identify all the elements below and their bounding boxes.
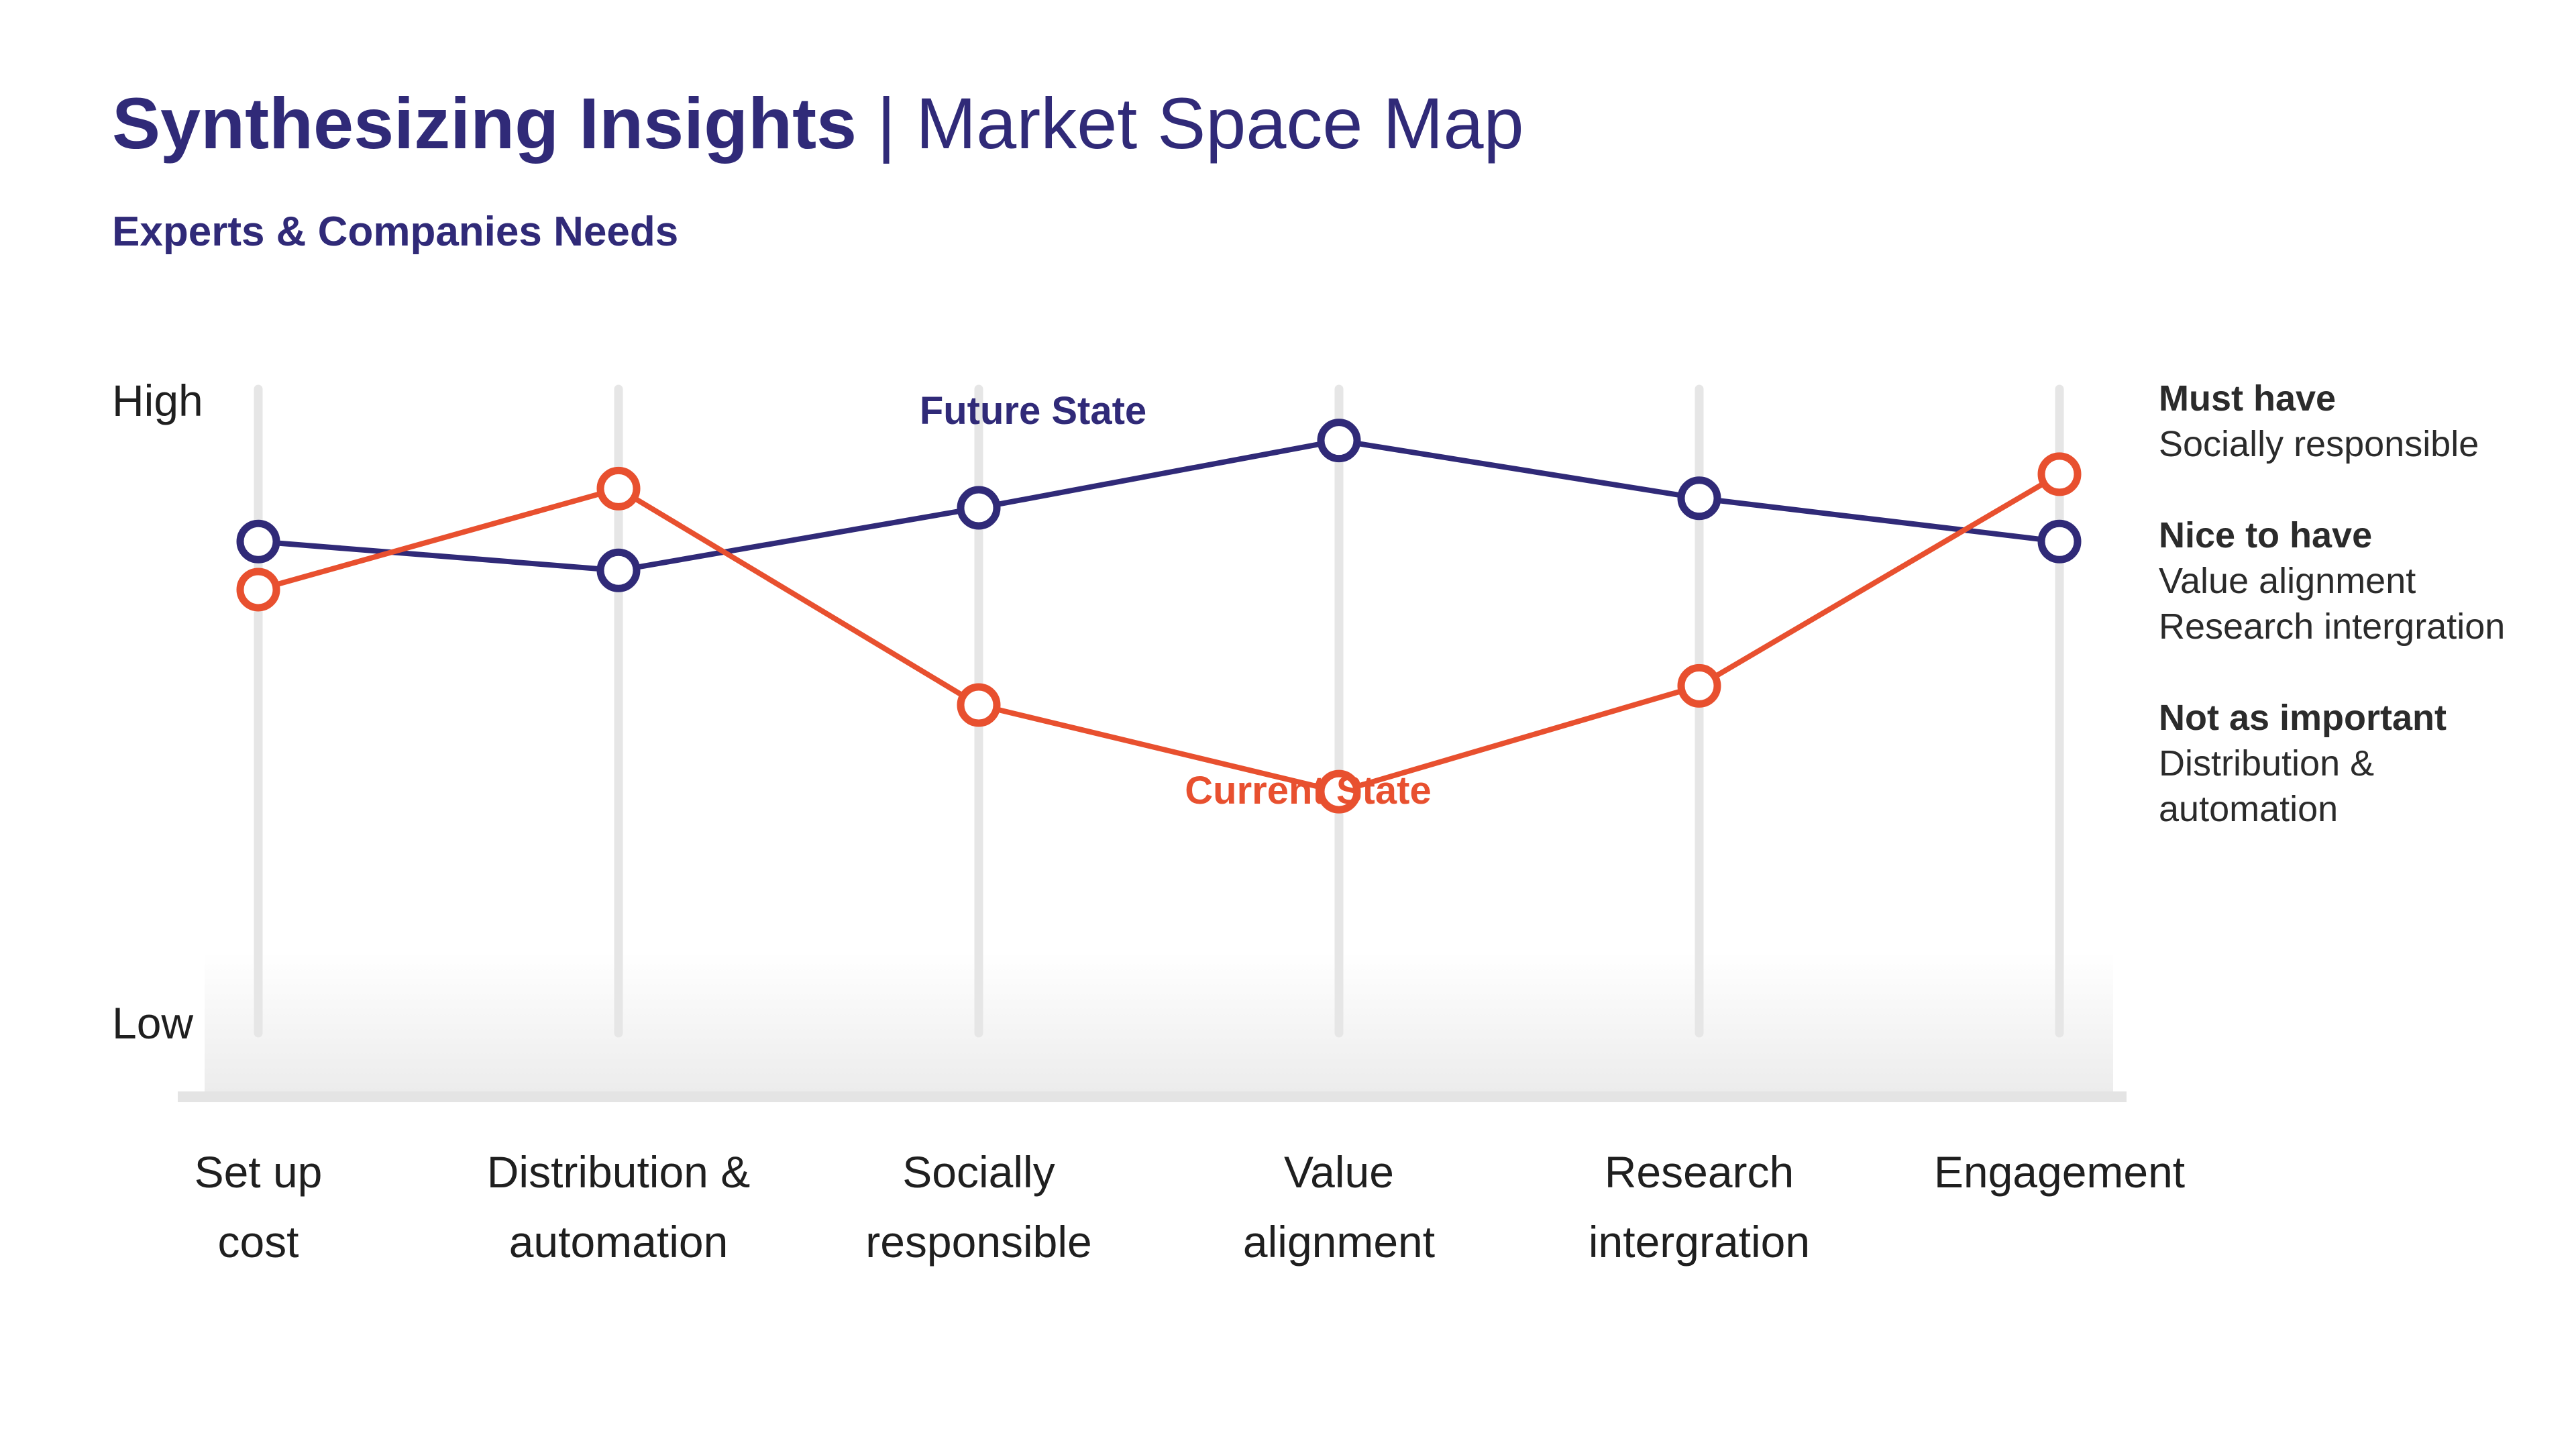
category-label: Research	[1605, 1147, 1794, 1197]
legend-group: Not as important Distribution & automation	[2159, 695, 2505, 832]
category-label: Engagement	[1934, 1147, 2185, 1197]
legend-item: Socially responsible	[2159, 424, 2479, 464]
data-point	[596, 466, 641, 511]
data-point	[2037, 452, 2082, 496]
series-label: Current State	[1185, 769, 1431, 812]
data-point	[1677, 663, 1721, 708]
category-label: intergration	[1589, 1217, 1810, 1267]
category-label: Value	[1284, 1147, 1394, 1197]
series-line	[258, 437, 2060, 574]
legend-item: Distribution &	[2159, 743, 2375, 784]
data-point	[236, 519, 280, 564]
series-label: Future State	[920, 389, 1146, 433]
data-point	[957, 683, 1001, 727]
data-point	[2037, 519, 2082, 564]
priority-legend: Must have Socially responsible Nice to hav…	[2159, 376, 2505, 877]
y-label-low: Low	[112, 998, 193, 1048]
legend-group: Nice to have Value alignment Research inte…	[2159, 513, 2505, 649]
legend-heading: Nice to have	[2159, 515, 2373, 555]
category-label: alignment	[1243, 1217, 1435, 1267]
data-point	[596, 548, 641, 592]
title-bold: Synthesizing Insights	[112, 83, 857, 164]
legend-heading: Must have	[2159, 378, 2337, 419]
data-point	[236, 568, 280, 612]
page-title: Synthesizing Insights | Market Space Map	[112, 87, 1524, 160]
data-point	[1677, 476, 1721, 521]
category-label: Socially	[902, 1147, 1055, 1197]
data-point	[1317, 769, 1361, 814]
data-point	[957, 486, 1001, 530]
legend-item: automation	[2159, 789, 2339, 829]
legend-item: Research intergration	[2159, 606, 2506, 647]
x-axis-baseline	[178, 1091, 2127, 1102]
category-label: cost	[217, 1217, 299, 1267]
legend-group: Must have Socially responsible	[2159, 376, 2505, 467]
page-subtitle: Experts & Companies Needs	[112, 209, 679, 255]
series-line	[257, 472, 2061, 795]
category-label: responsible	[865, 1217, 1092, 1267]
category-label: Set up	[195, 1147, 323, 1197]
y-label-high: High	[112, 376, 203, 425]
data-point	[1317, 419, 1361, 463]
chart-floor-shade	[205, 953, 2113, 1093]
category-label: Distribution &	[487, 1147, 751, 1197]
legend-heading: Not as important	[2159, 698, 2447, 738]
legend-item: Value alignment	[2159, 561, 2416, 601]
category-label: automation	[509, 1217, 729, 1267]
title-rest: | Market Space Map	[877, 83, 1524, 164]
